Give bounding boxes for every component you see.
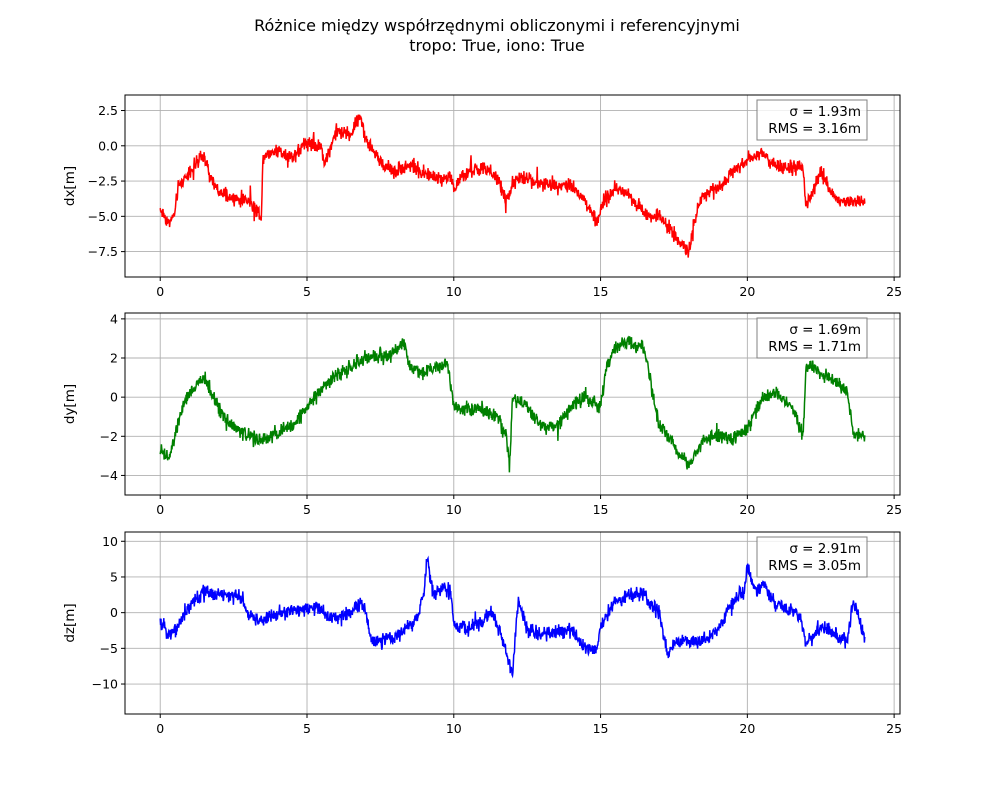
dy-rms-text: RMS = 1.71m bbox=[768, 339, 861, 355]
dx-xtick-label-2: 10 bbox=[446, 284, 462, 299]
dy-ytick-label-0: −4 bbox=[100, 468, 118, 483]
dz-sigma-text: σ = 2.91m bbox=[789, 541, 861, 557]
dx-xtick-label-5: 25 bbox=[886, 284, 902, 299]
dy-xtick-label-1: 5 bbox=[303, 502, 311, 517]
dz-stats-frame bbox=[756, 536, 868, 578]
dy-ytick-label-4: 4 bbox=[110, 311, 118, 326]
dx-sigma-text: σ = 1.93m bbox=[789, 104, 861, 120]
dx-series-line bbox=[159, 114, 866, 258]
dx-ylabel: dx[m] bbox=[62, 166, 78, 206]
dz-xtick-label-2: 10 bbox=[446, 721, 462, 736]
dy-xtick-label-4: 20 bbox=[739, 502, 755, 517]
dx-xtick-label-1: 5 bbox=[303, 284, 311, 299]
dx-ytick-label-0: −7.5 bbox=[88, 244, 118, 259]
dy-xtick-label-3: 15 bbox=[593, 502, 609, 517]
dz-axes-frame bbox=[124, 531, 901, 715]
dy-axes-frame bbox=[124, 312, 901, 496]
dz-xtick-label-5: 25 bbox=[886, 721, 902, 736]
dx-ytick-label-3: 0.0 bbox=[98, 138, 118, 153]
dy-series-line bbox=[159, 335, 866, 473]
dy-ytick-label-2: 0 bbox=[110, 390, 118, 405]
dz-ytick-label-2: 0 bbox=[110, 605, 118, 620]
dx-ytick-label-1: −5.0 bbox=[88, 209, 118, 224]
dx-rms-text: RMS = 3.16m bbox=[768, 121, 861, 137]
dz-xtick-label-1: 5 bbox=[303, 721, 311, 736]
dx-stats-frame bbox=[756, 99, 868, 141]
figure-title-line2: tropo: True, iono: True bbox=[409, 36, 585, 55]
dy-sigma-text: σ = 1.69m bbox=[789, 322, 861, 338]
dz-ytick-label-0: −10 bbox=[92, 677, 118, 692]
dx-ytick-label-4: 2.5 bbox=[98, 103, 118, 118]
dz-ytick-label-1: −5 bbox=[100, 641, 118, 656]
dy-xtick-label-0: 0 bbox=[156, 502, 164, 517]
dz-series-line bbox=[159, 555, 866, 679]
dx-xtick-label-3: 15 bbox=[593, 284, 609, 299]
dz-xtick-label-0: 0 bbox=[156, 721, 164, 736]
dy-ylabel: dy[m] bbox=[62, 384, 78, 424]
dz-ytick-label-4: 10 bbox=[102, 534, 118, 549]
figure-title-line1: Różnice między współrzędnymi obliczonymi… bbox=[254, 16, 740, 35]
dy-ytick-label-1: −2 bbox=[100, 429, 118, 444]
dy-xtick-label-5: 25 bbox=[886, 502, 902, 517]
dx-xtick-label-0: 0 bbox=[156, 284, 164, 299]
dy-xtick-label-2: 10 bbox=[446, 502, 462, 517]
dz-xtick-label-3: 15 bbox=[593, 721, 609, 736]
dy-ytick-label-3: 2 bbox=[110, 351, 118, 366]
dx-xtick-label-4: 20 bbox=[739, 284, 755, 299]
dy-stats-frame bbox=[756, 317, 868, 359]
dx-ytick-label-2: −2.5 bbox=[88, 174, 118, 189]
dz-xtick-label-4: 20 bbox=[739, 721, 755, 736]
dx-axes-frame bbox=[124, 94, 901, 278]
dz-ytick-label-3: 5 bbox=[110, 569, 118, 584]
dz-ylabel: dz[m] bbox=[62, 603, 78, 642]
dz-rms-text: RMS = 3.05m bbox=[768, 558, 861, 574]
dx-panel: 0 5 10 15 20 25 −7.5 −5.0 −2.5 0.0 2.5 dx[m] σ = 1.9… bbox=[62, 94, 902, 299]
